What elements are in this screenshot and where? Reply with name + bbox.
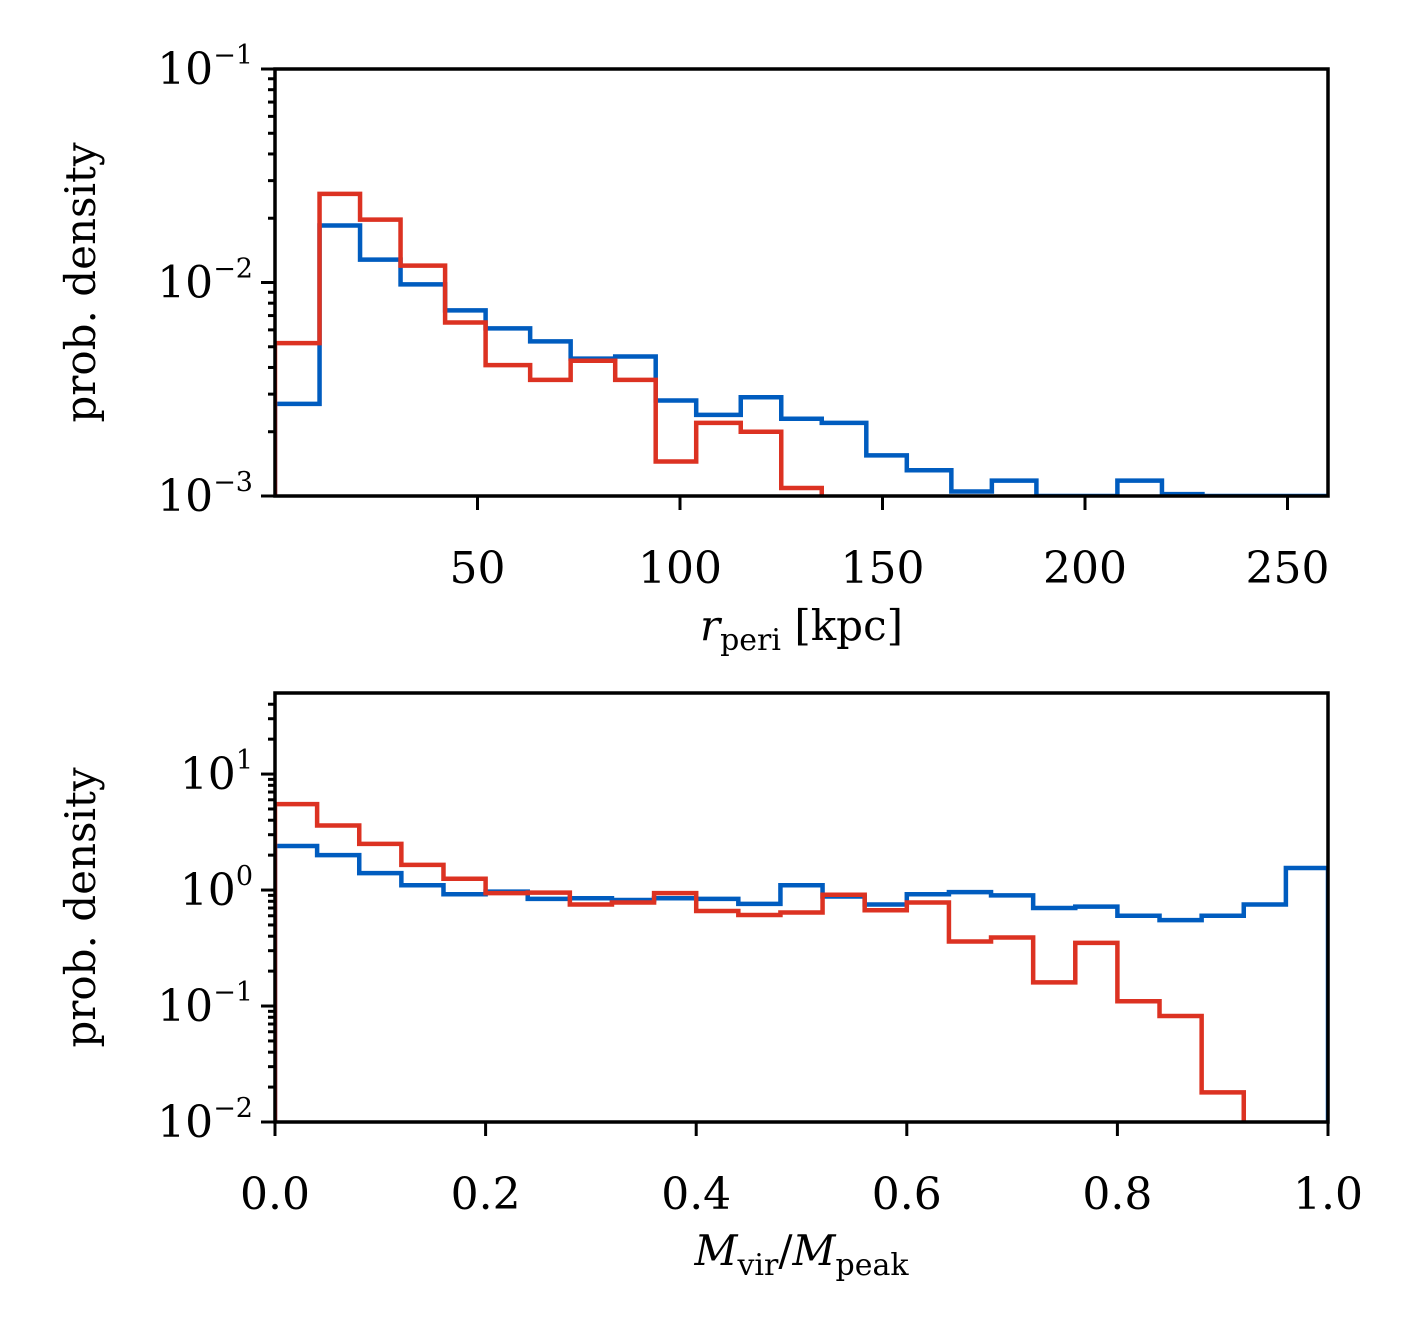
x-tick-label: 0.2	[451, 1169, 521, 1220]
hist-series-red	[275, 801, 1247, 1122]
y-axis-label: prob. density	[56, 767, 105, 1047]
x-tick-label: 150	[841, 543, 925, 594]
axes-frame	[273, 691, 1330, 1124]
y-tick-label: 101	[180, 745, 253, 800]
hist-series-red	[275, 191, 824, 496]
x-tick-label: 250	[1246, 543, 1330, 594]
y-tick-label: 10−2	[157, 1093, 253, 1148]
y-tick-label: 10−1	[157, 977, 253, 1032]
hist-series-blue	[275, 843, 1328, 1122]
x-tick-label: 0.4	[661, 1169, 731, 1220]
x-axis-label: rperi​ [kpc]	[700, 601, 903, 658]
y-tick-label: 100	[180, 861, 253, 916]
y-tick-label: 10−2	[157, 254, 253, 309]
x-tick-label: 1.0	[1293, 1169, 1363, 1220]
panel-2: 0.0 0.2 0.4 0.6 0.8 1.0 10−2 10−1 100 101 prob. de…	[56, 691, 1363, 1283]
panel-1: 50 100 150 200 250 10−3 10−2 10−1 prob. density r…	[56, 40, 1330, 658]
x-tick-label: 0.8	[1082, 1169, 1152, 1220]
y-axis-label: prob. density	[56, 142, 105, 422]
x-axis-label: Mvir​/Mpeak​	[693, 1226, 909, 1283]
x-tick-label: 0.6	[872, 1169, 942, 1220]
y-tick-label: 10−1	[157, 40, 253, 95]
y-tick-label: 10−3	[157, 467, 253, 522]
x-tick-label: 200	[1043, 543, 1127, 594]
x-tick-label: 0.0	[240, 1169, 310, 1220]
x-tick-label: 100	[638, 543, 722, 594]
x-tick-label: 50	[450, 543, 506, 594]
